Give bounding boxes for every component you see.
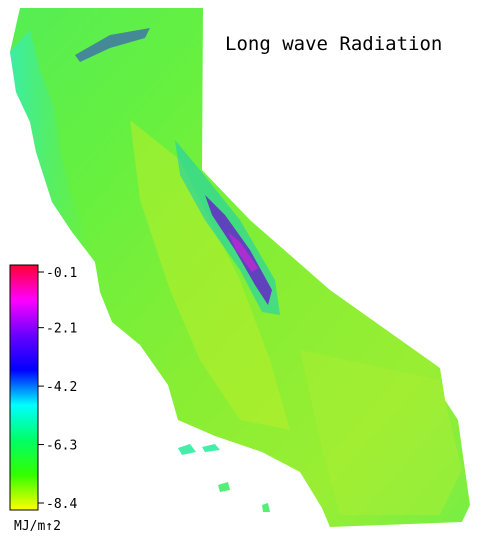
island bbox=[178, 444, 196, 455]
tick-label: -2.1 bbox=[46, 322, 77, 337]
tick-label: -4.2 bbox=[46, 380, 77, 395]
island bbox=[262, 503, 270, 512]
island bbox=[218, 482, 230, 492]
central-valley bbox=[130, 120, 290, 430]
unit-label: MJ/m↑2 bbox=[14, 519, 61, 534]
island bbox=[202, 444, 220, 452]
sierra-high bbox=[228, 232, 258, 272]
tick-label: -0.1 bbox=[46, 266, 77, 281]
tick-label: -6.3 bbox=[46, 439, 77, 454]
north-mountains bbox=[75, 28, 150, 62]
tick-label: -8.4 bbox=[46, 497, 77, 512]
coast-band bbox=[10, 30, 95, 262]
desert bbox=[300, 350, 462, 515]
map-title: Long wave Radiation bbox=[225, 33, 442, 55]
california bbox=[10, 8, 470, 527]
colorbar bbox=[9, 264, 39, 511]
colorbar-ticks: -0.1 -2.1 -4.2 -6.3 -8.4 bbox=[38, 266, 77, 512]
